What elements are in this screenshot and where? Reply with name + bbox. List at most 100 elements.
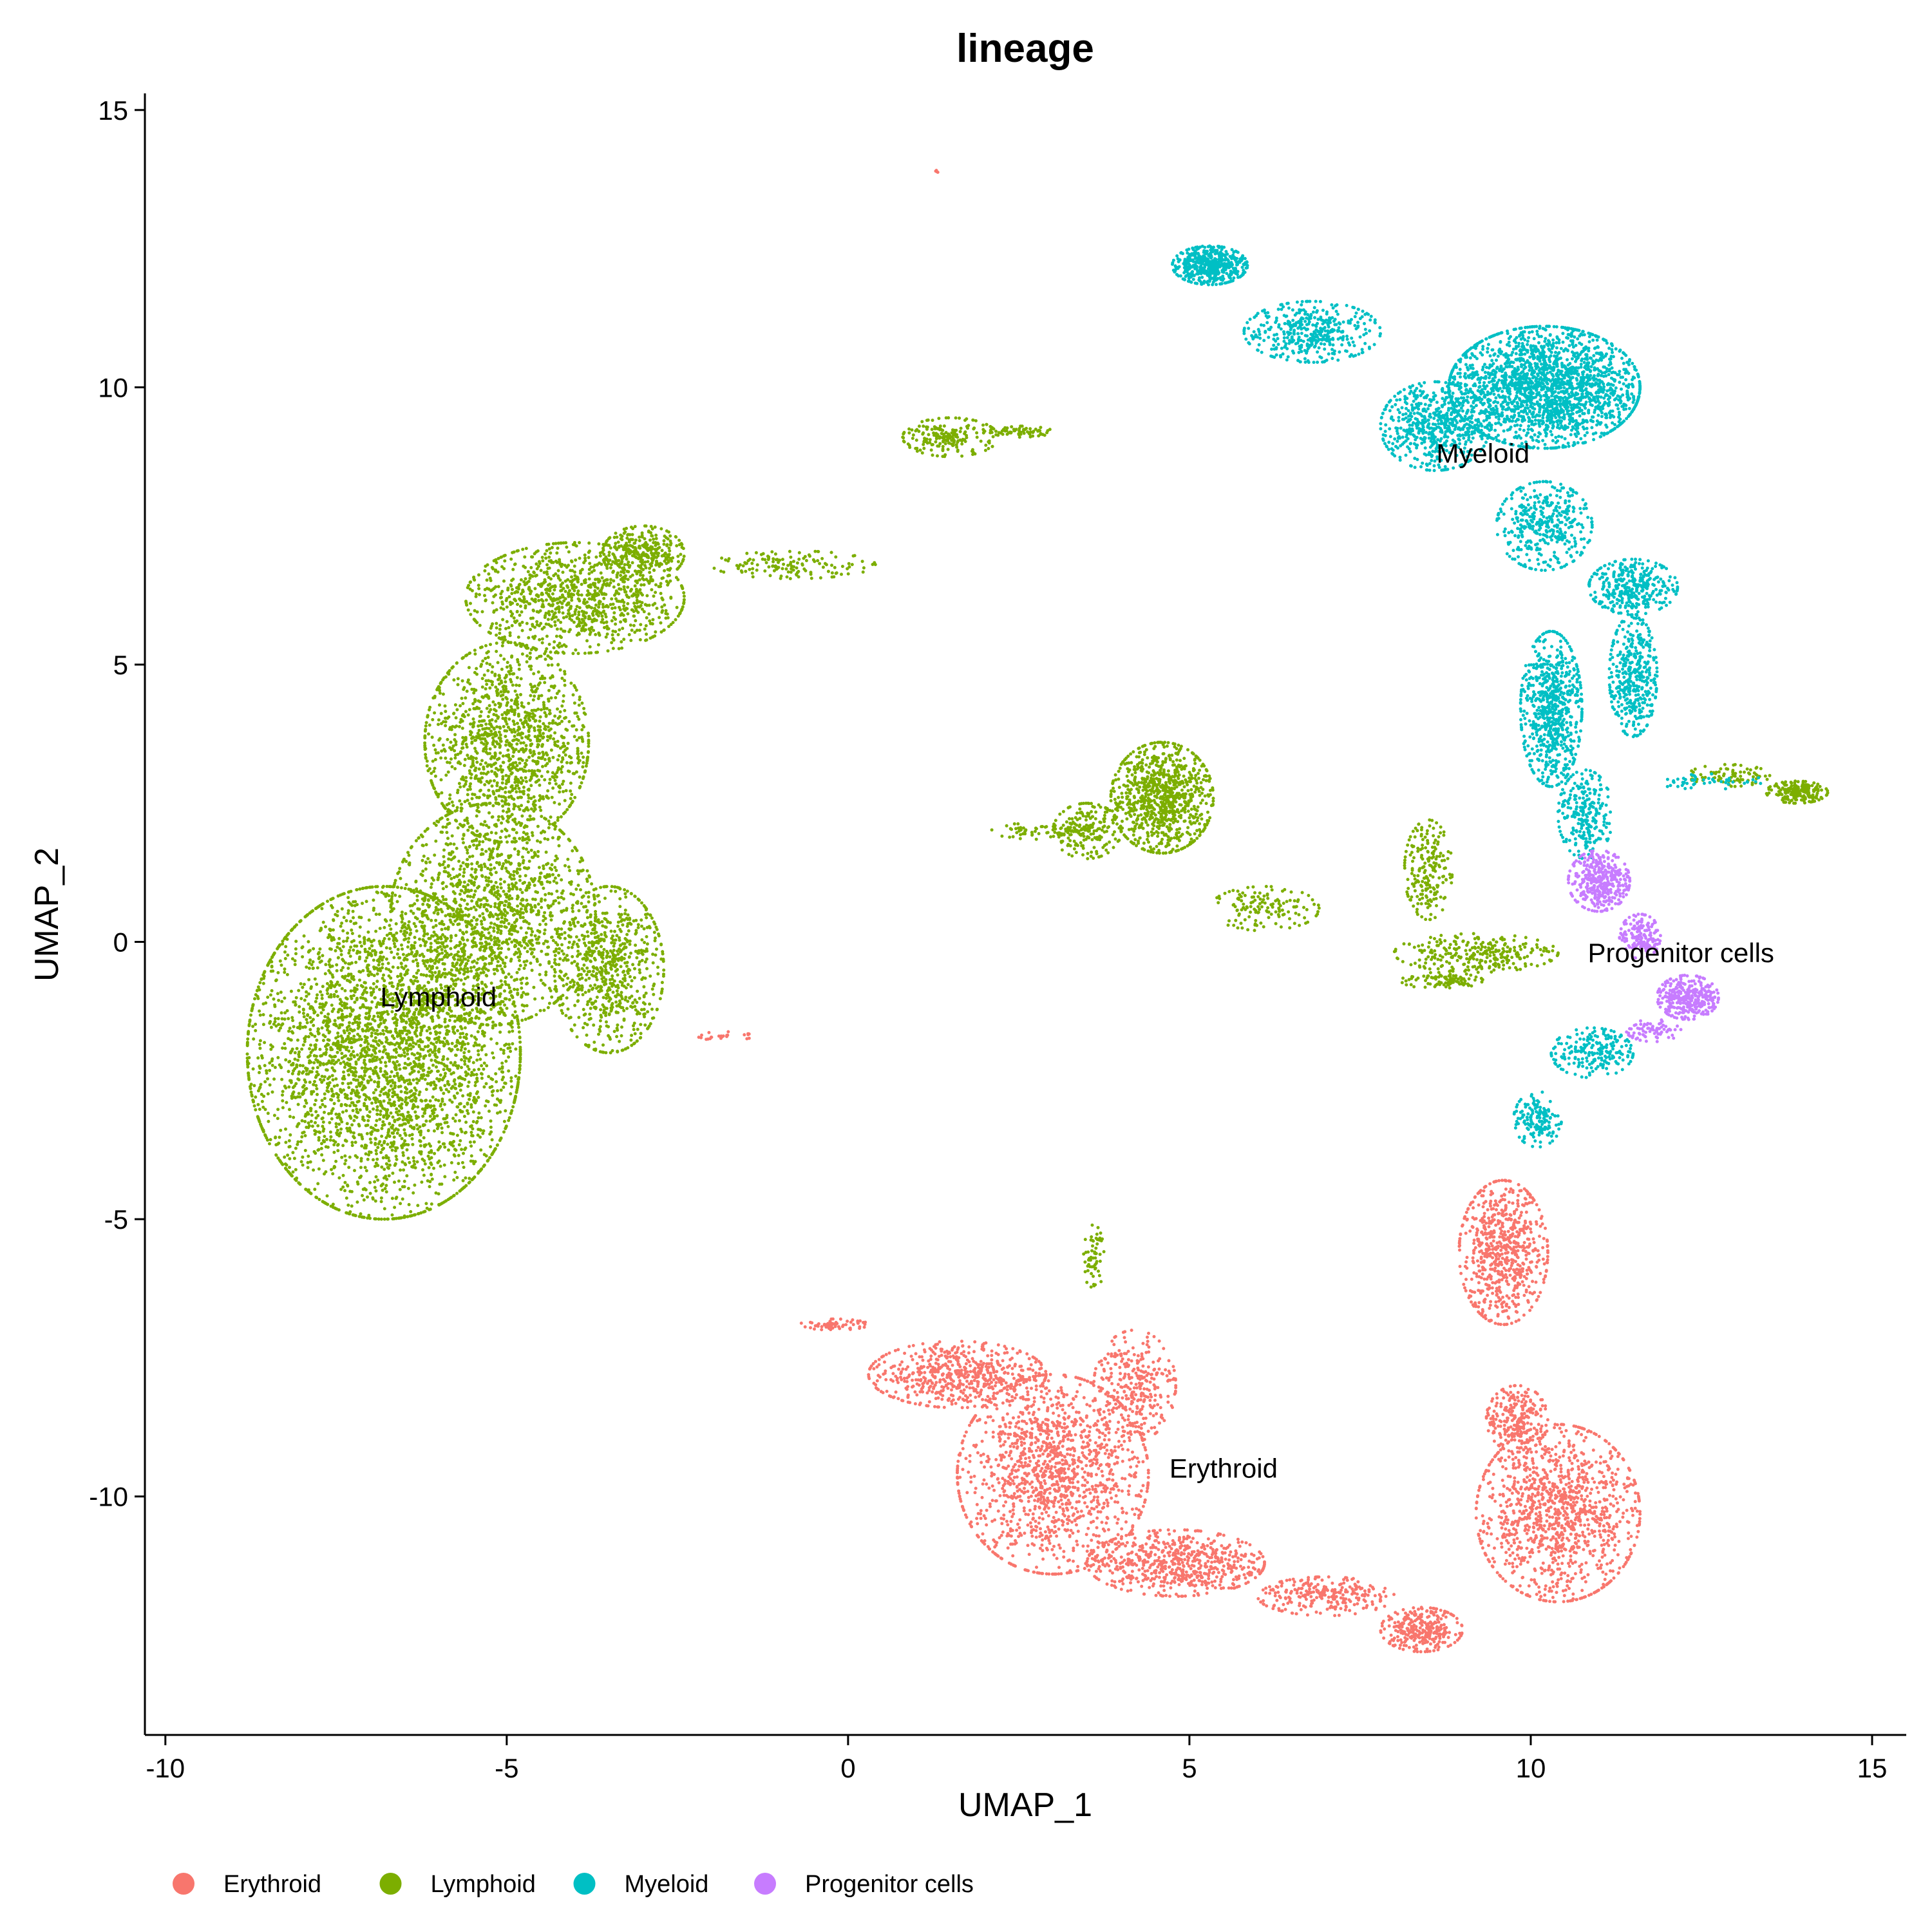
cluster-label-erythroid: Erythroid bbox=[1170, 1454, 1278, 1484]
x-axis-title: UMAP_1 bbox=[958, 1786, 1092, 1824]
data-points-myeloid bbox=[1519, 629, 1584, 788]
cluster-labels: Erythroid Lymphoid Myeloid Progenitor cells bbox=[381, 439, 1774, 1484]
series-erythroid-region bbox=[934, 169, 940, 174]
cluster-label-myeloid: Myeloid bbox=[1436, 439, 1530, 469]
data-points-erythroid bbox=[867, 1340, 1048, 1410]
series-myeloid-region bbox=[1665, 772, 1763, 791]
scatter-points bbox=[245, 169, 1830, 1654]
data-points-lymphoid bbox=[1403, 818, 1454, 922]
data-points-erythroid bbox=[799, 1317, 867, 1332]
data-points-erythroid bbox=[1457, 1179, 1549, 1327]
data-points-progenitor-cells bbox=[1566, 849, 1632, 913]
y-tick-label: -10 bbox=[89, 1482, 128, 1512]
legend-item-progenitor-cells: Progenitor cells bbox=[754, 1871, 974, 1898]
x-tick-label: 15 bbox=[1857, 1753, 1888, 1783]
data-points-erythroid bbox=[956, 1372, 1150, 1576]
legend-item-lymphoid: Lymphoid bbox=[379, 1871, 536, 1898]
series-myeloid-region bbox=[1519, 629, 1584, 788]
series-erythroid-region bbox=[1092, 1329, 1178, 1443]
legend-label: Progenitor cells bbox=[805, 1871, 974, 1898]
series-myeloid-region bbox=[1556, 768, 1613, 860]
data-points-lymphoid bbox=[712, 549, 877, 580]
x-tick-label: -5 bbox=[495, 1753, 518, 1783]
series-lymphoid-region bbox=[983, 424, 1052, 439]
data-points-myeloid bbox=[1587, 557, 1680, 616]
series-lymphoid-region bbox=[1082, 1223, 1106, 1289]
data-points-myeloid bbox=[1549, 1026, 1635, 1079]
x-tick-label: 10 bbox=[1516, 1753, 1546, 1783]
series-myeloid-region bbox=[1549, 1026, 1635, 1079]
series-progenitor-cells-region bbox=[1625, 1018, 1683, 1043]
data-points-lymphoid bbox=[1765, 779, 1830, 805]
data-points-myeloid bbox=[1242, 299, 1382, 365]
data-points-lymphoid bbox=[1392, 932, 1560, 974]
data-points-myeloid bbox=[1665, 772, 1763, 791]
x-tick-label: 5 bbox=[1182, 1753, 1197, 1783]
series-progenitor-cells-region bbox=[1618, 913, 1662, 960]
series-lymphoid-region bbox=[1765, 779, 1830, 805]
legend-swatch bbox=[379, 1873, 402, 1895]
series-myeloid-region bbox=[1607, 613, 1659, 739]
data-points-myeloid bbox=[1379, 380, 1492, 473]
series-myeloid-region bbox=[1512, 1090, 1563, 1149]
data-points-lymphoid bbox=[600, 524, 686, 583]
series-erythroid-region bbox=[956, 1372, 1150, 1576]
data-points-erythroid bbox=[1484, 1384, 1549, 1454]
data-points-myeloid bbox=[1607, 613, 1659, 739]
legend-item-myeloid: Myeloid bbox=[573, 1871, 708, 1898]
data-points-myeloid bbox=[1171, 244, 1249, 287]
data-points-lymphoid bbox=[1690, 762, 1772, 788]
series-lymphoid-region bbox=[1109, 741, 1215, 855]
data-points-erythroid bbox=[1092, 1329, 1178, 1443]
data-points-lymphoid bbox=[553, 885, 666, 1055]
series-progenitor-cells-region bbox=[1656, 973, 1720, 1021]
y-tick-label: 5 bbox=[113, 650, 128, 680]
y-axis-ticks: -10 -5 0 5 10 15 bbox=[89, 95, 145, 1512]
data-points-lymphoid bbox=[990, 822, 1089, 841]
data-points-erythroid bbox=[1256, 1575, 1396, 1618]
series-myeloid-region bbox=[1495, 480, 1594, 573]
series-lymphoid-region bbox=[553, 885, 666, 1055]
x-tick-label: -10 bbox=[146, 1753, 185, 1783]
y-tick-label: 10 bbox=[98, 372, 128, 402]
data-points-erythroid bbox=[1379, 1605, 1464, 1654]
series-erythroid-region bbox=[1085, 1528, 1266, 1598]
data-points-myeloid bbox=[1512, 1090, 1563, 1149]
legend-swatch bbox=[573, 1873, 596, 1895]
data-points-erythroid bbox=[934, 169, 940, 174]
y-tick-label: 0 bbox=[113, 927, 128, 958]
data-points-progenitor-cells bbox=[1618, 913, 1662, 960]
cluster-label-lymphoid: Lymphoid bbox=[381, 982, 497, 1012]
series-erythroid-region bbox=[867, 1340, 1048, 1410]
data-points-erythroid bbox=[1474, 1423, 1642, 1604]
data-points-lymphoid bbox=[423, 641, 591, 844]
x-axis-ticks: -10 -5 0 5 10 15 bbox=[146, 1735, 1887, 1783]
series-lymphoid-region bbox=[1400, 971, 1484, 990]
series-erythroid-region bbox=[799, 1317, 867, 1332]
legend-label: Erythroid bbox=[223, 1871, 321, 1898]
y-tick-label: 15 bbox=[98, 95, 128, 126]
data-points-myeloid bbox=[1556, 768, 1613, 860]
series-lymphoid-region bbox=[990, 822, 1089, 841]
y-tick-label: -5 bbox=[104, 1204, 128, 1235]
series-erythroid-region bbox=[1484, 1384, 1549, 1454]
series-myeloid-region bbox=[1242, 299, 1382, 365]
data-points-lymphoid bbox=[245, 884, 522, 1221]
data-points-myeloid bbox=[1447, 325, 1642, 450]
series-erythroid-region bbox=[1256, 1575, 1396, 1618]
legend-item-erythroid: Erythroid bbox=[173, 1871, 321, 1898]
series-erythroid-region bbox=[1379, 1605, 1464, 1654]
chart-title: lineage bbox=[956, 26, 1094, 71]
data-points-lymphoid bbox=[901, 416, 1000, 459]
data-points-myeloid bbox=[1495, 480, 1594, 573]
series-lymphoid-region bbox=[712, 549, 877, 580]
series-lymphoid-region bbox=[1690, 762, 1772, 788]
series-lymphoid-region bbox=[245, 884, 522, 1221]
legend-swatch bbox=[173, 1873, 194, 1895]
data-points-erythroid bbox=[697, 1030, 751, 1041]
data-points-lymphoid bbox=[1400, 971, 1484, 990]
series-erythroid-region bbox=[1457, 1179, 1549, 1327]
series-lymphoid-region bbox=[901, 416, 1000, 459]
data-points-lymphoid bbox=[1082, 1223, 1106, 1289]
